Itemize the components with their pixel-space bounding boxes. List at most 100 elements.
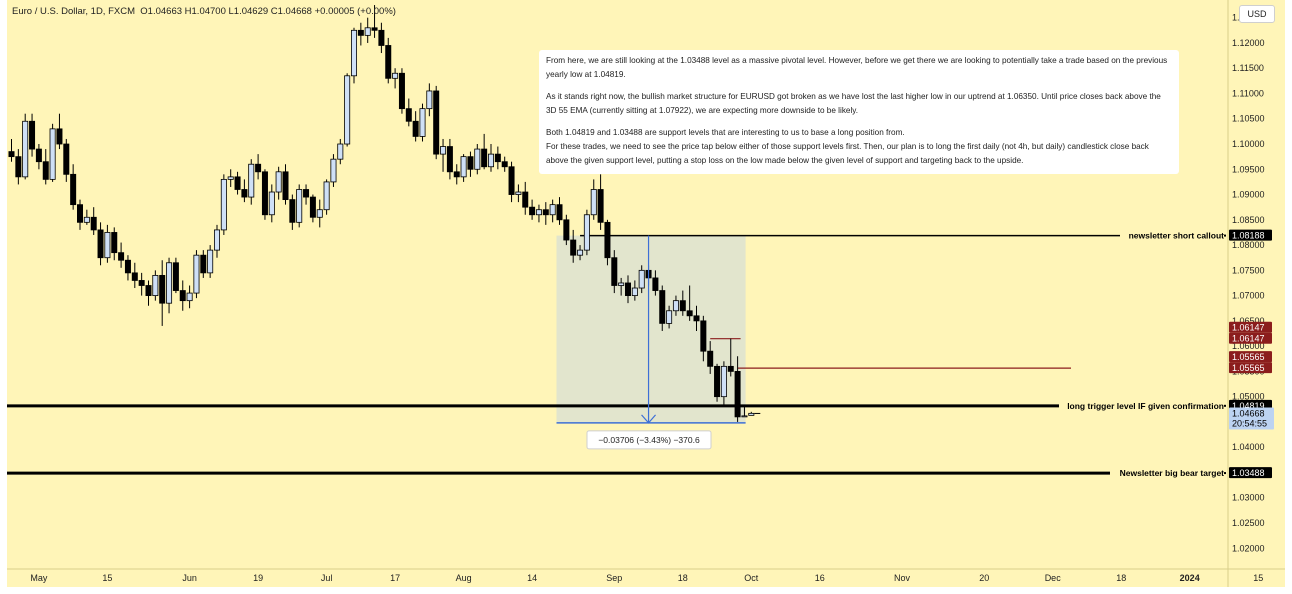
candle[interactable]	[289, 199, 296, 223]
candle[interactable]	[707, 350, 714, 367]
candle[interactable]	[350, 29, 357, 77]
candle[interactable]	[501, 161, 508, 168]
candle[interactable]	[8, 151, 15, 158]
candle[interactable]	[440, 146, 447, 155]
candle[interactable]	[124, 259, 131, 274]
candle[interactable]	[97, 229, 104, 259]
candle[interactable]	[90, 216, 97, 231]
candle[interactable]	[35, 148, 42, 163]
candle[interactable]	[344, 75, 351, 145]
candle[interactable]	[316, 209, 323, 218]
candle[interactable]	[625, 282, 632, 297]
candle[interactable]	[186, 292, 193, 302]
candle[interactable]	[720, 365, 727, 398]
currency-button[interactable]: USD	[1239, 5, 1275, 23]
candle[interactable]	[337, 143, 344, 160]
candle[interactable]	[330, 158, 337, 183]
candle[interactable]	[590, 189, 597, 216]
candle[interactable]	[104, 232, 111, 259]
time-scale[interactable]	[7, 569, 1285, 587]
candle[interactable]	[207, 249, 214, 274]
candle[interactable]	[481, 148, 488, 168]
candle[interactable]	[255, 163, 262, 173]
candle[interactable]	[577, 249, 584, 256]
candle[interactable]	[700, 320, 707, 352]
candle[interactable]	[618, 282, 625, 286]
candle[interactable]	[433, 90, 440, 155]
candle[interactable]	[535, 209, 542, 216]
candle[interactable]	[77, 204, 84, 223]
candle[interactable]	[193, 254, 200, 294]
candle[interactable]	[638, 269, 645, 289]
candle[interactable]	[63, 143, 70, 175]
candle[interactable]	[70, 173, 77, 206]
candle[interactable]	[563, 219, 570, 241]
candle[interactable]	[487, 153, 494, 168]
candle[interactable]	[357, 29, 364, 36]
candle[interactable]	[679, 300, 686, 312]
candle[interactable]	[220, 178, 227, 231]
candle[interactable]	[659, 290, 666, 324]
analysis-note[interactable]: From here, we are still looking at the 1…	[539, 50, 1179, 174]
candle[interactable]	[200, 254, 207, 274]
candle[interactable]	[309, 196, 316, 218]
candle[interactable]	[583, 214, 590, 251]
candle[interactable]	[597, 189, 604, 223]
candle[interactable]	[652, 277, 659, 291]
candle[interactable]	[56, 128, 63, 145]
candle[interactable]	[727, 365, 734, 372]
candle[interactable]	[631, 287, 638, 297]
candle[interactable]	[145, 285, 152, 297]
candle[interactable]	[398, 72, 405, 110]
candle[interactable]	[172, 262, 179, 291]
symbol-title[interactable]: Euro / U.S. Dollar, 1D, FXCM	[12, 6, 136, 17]
candle[interactable]	[371, 27, 378, 31]
candle[interactable]	[138, 280, 145, 286]
candle[interactable]	[686, 310, 693, 317]
candle[interactable]	[734, 371, 741, 418]
candle[interactable]	[49, 128, 56, 180]
candle[interactable]	[248, 163, 255, 198]
candle[interactable]	[522, 191, 529, 208]
candle[interactable]	[275, 171, 282, 193]
candle[interactable]	[604, 221, 611, 259]
candle[interactable]	[494, 153, 501, 163]
candle[interactable]	[515, 191, 522, 195]
candle[interactable]	[385, 45, 392, 79]
candle[interactable]	[570, 239, 577, 256]
candle[interactable]	[378, 29, 385, 46]
candle[interactable]	[672, 300, 679, 312]
candle[interactable]	[179, 290, 186, 302]
candle[interactable]	[549, 204, 556, 216]
candle[interactable]	[323, 181, 330, 211]
candle[interactable]	[392, 72, 399, 79]
candle[interactable]	[474, 148, 481, 170]
candle[interactable]	[42, 161, 49, 180]
candle[interactable]	[419, 108, 426, 137]
candle[interactable]	[453, 171, 460, 178]
candle[interactable]	[748, 412, 755, 416]
price-scale[interactable]	[1228, 0, 1285, 569]
candle[interactable]	[234, 176, 241, 190]
candle[interactable]	[118, 252, 125, 261]
candle[interactable]	[166, 262, 173, 304]
candle[interactable]	[213, 229, 220, 251]
candle[interactable]	[83, 216, 90, 223]
candle[interactable]	[556, 204, 563, 221]
candle[interactable]	[303, 189, 310, 198]
candle[interactable]	[611, 257, 618, 286]
candle[interactable]	[666, 310, 673, 324]
candle[interactable]	[467, 156, 474, 170]
candle[interactable]	[227, 176, 234, 180]
candle[interactable]	[405, 108, 412, 122]
candle[interactable]	[241, 189, 248, 198]
candle[interactable]	[446, 146, 453, 173]
candle[interactable]	[529, 206, 536, 216]
candle[interactable]	[159, 274, 166, 304]
candle[interactable]	[508, 166, 515, 195]
candle[interactable]	[111, 232, 118, 254]
candle[interactable]	[29, 120, 36, 150]
candle[interactable]	[152, 274, 159, 297]
candle[interactable]	[741, 415, 748, 418]
candle[interactable]	[261, 171, 268, 216]
